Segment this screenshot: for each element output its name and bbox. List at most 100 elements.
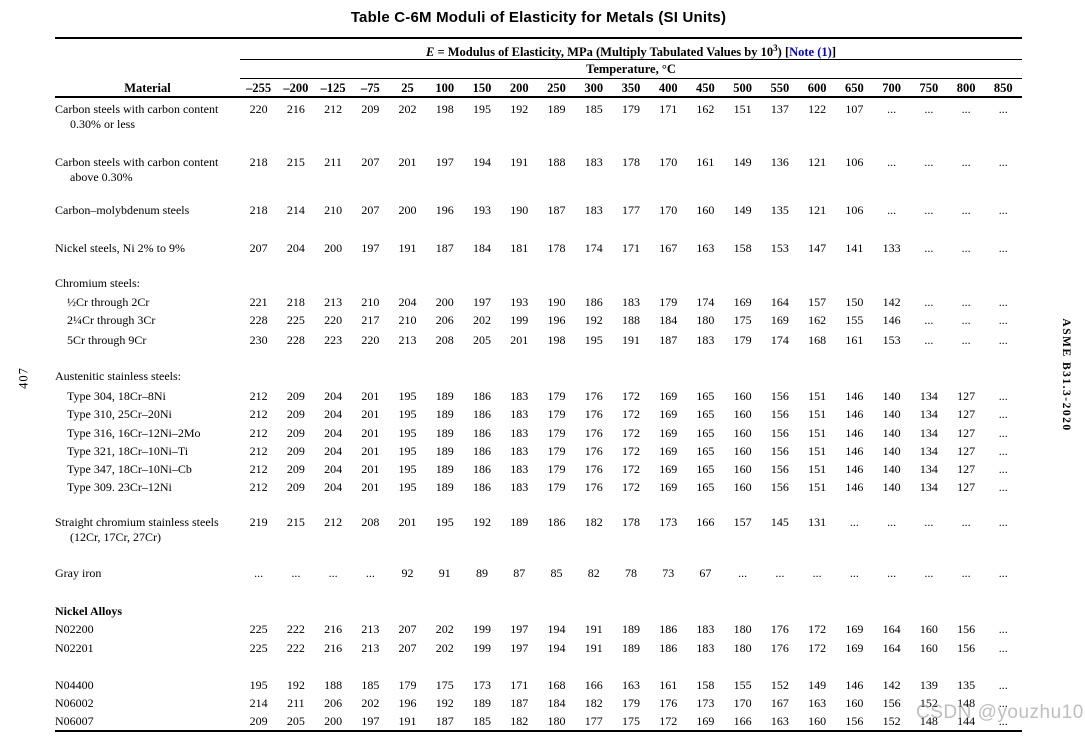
value-cell: 169: [659, 426, 678, 440]
value-cell: 183: [510, 389, 529, 403]
bracket-close: ]: [831, 45, 836, 60]
material-label: ½Cr through 2Cr: [67, 295, 150, 309]
value-cell: 186: [473, 462, 492, 476]
value-cell: 186: [659, 622, 678, 636]
temperature-column-header: 600: [807, 81, 827, 95]
exponent: 3: [773, 43, 778, 53]
table-row: Type 316, 16Cr–12Ni–2Mo 212 209 204 201 195 18…: [55, 426, 1022, 441]
value-cell: 178: [547, 241, 566, 255]
value-cell: ...: [887, 155, 897, 169]
table-row: 2¼Cr through 3Cr 228 225 220 217 210 206 202 199…: [55, 313, 1022, 328]
value-cell: 210: [398, 313, 417, 327]
value-cell: 195: [398, 480, 417, 494]
value-cell: 206: [324, 696, 343, 710]
value-cell: 135: [957, 678, 976, 692]
value-cell: 178: [621, 515, 640, 529]
temperature-column-header: –75: [360, 81, 380, 95]
value-cell: 225: [249, 641, 268, 655]
value-cell: 215: [286, 515, 305, 529]
material-label: Type 304, 18Cr–8Ni: [67, 389, 166, 403]
value-cell: 189: [473, 696, 492, 710]
value-cell: 228: [249, 313, 268, 327]
value-cell: ...: [961, 203, 971, 217]
value-cell: 191: [584, 622, 603, 636]
value-cell: 175: [435, 678, 454, 692]
value-cell: 156: [770, 389, 789, 403]
value-cell: 199: [473, 641, 492, 655]
value-cell: 161: [659, 678, 678, 692]
table-row: Type 321, 18Cr–10Ni–Ti 212 209 204 201 195 189…: [55, 444, 1022, 459]
value-cell: 178: [621, 155, 640, 169]
value-cell: 185: [584, 102, 603, 116]
temperature-column-header: –200: [283, 81, 309, 95]
value-cell: 176: [584, 426, 603, 440]
temperature-column-header: 150: [472, 81, 492, 95]
value-cell: 146: [845, 462, 864, 476]
column-header-row: Material –255 –200 –125 –75 25 100 150 200 250 30…: [55, 81, 1022, 95]
value-cell: 179: [659, 295, 678, 309]
value-cell: 196: [435, 203, 454, 217]
value-cell: 160: [733, 444, 752, 458]
value-cell: 87: [513, 566, 526, 580]
value-cell: 174: [584, 241, 603, 255]
value-cell: 212: [249, 444, 268, 458]
note-1-link[interactable]: Note (1): [789, 45, 832, 60]
value-cell: 161: [696, 155, 715, 169]
value-cell: 144: [957, 714, 976, 728]
value-cell: 189: [621, 641, 640, 655]
value-cell: 140: [882, 480, 901, 494]
value-cell: 146: [845, 389, 864, 403]
value-cell: 216: [324, 641, 343, 655]
value-cell: 218: [249, 203, 268, 217]
material-label: N06007: [55, 714, 94, 728]
table-row: Type 310, 25Cr–20Ni 212 209 204 201 195 189 186…: [55, 407, 1022, 422]
value-cell: 186: [473, 444, 492, 458]
value-cell: 127: [957, 480, 976, 494]
value-cell: ...: [924, 241, 934, 255]
value-cell: ...: [998, 515, 1008, 529]
value-cell: 179: [621, 102, 640, 116]
value-cell: 164: [882, 622, 901, 636]
value-cell: ...: [738, 566, 748, 580]
value-cell: 201: [510, 333, 529, 347]
value-cell: 186: [584, 295, 603, 309]
value-cell: 160: [808, 714, 827, 728]
table-row: N02200 225 222 216 213 207 202 199 197 194 191 189 1…: [55, 622, 1022, 637]
value-cell: 134: [919, 426, 938, 440]
temperature-column-header: 700: [882, 81, 901, 95]
value-cell: 191: [398, 714, 417, 728]
value-cell: 196: [398, 696, 417, 710]
value-cell: 192: [286, 678, 305, 692]
value-cell: ...: [961, 333, 971, 347]
table-row: Type 304, 18Cr–8Ni 212 209 204 201 195 189 186 1…: [55, 389, 1022, 404]
value-cell: 183: [584, 155, 603, 169]
value-cell: ...: [998, 333, 1008, 347]
table-row: N06007 209 205 200 197 191 187 185 182 180 177 175 1…: [55, 714, 1022, 729]
value-cell: ...: [254, 566, 264, 580]
value-cell: ...: [291, 566, 301, 580]
value-cell: ...: [849, 515, 859, 529]
value-cell: 175: [621, 714, 640, 728]
value-cell: 184: [547, 696, 566, 710]
value-cell: 202: [435, 622, 454, 636]
value-cell: 163: [696, 241, 715, 255]
value-cell: 131: [808, 515, 827, 529]
value-cell: 170: [659, 203, 678, 217]
value-cell: 187: [435, 241, 454, 255]
value-cell: 139: [919, 678, 938, 692]
value-cell: ...: [924, 333, 934, 347]
value-cell: 173: [696, 696, 715, 710]
value-cell: 174: [770, 333, 789, 347]
value-cell: 156: [770, 480, 789, 494]
value-cell: 146: [845, 407, 864, 421]
material-label: Carbon–molybdenum steels: [55, 203, 190, 217]
value-cell: 160: [733, 480, 752, 494]
value-cell: ...: [961, 566, 971, 580]
value-cell: 182: [584, 696, 603, 710]
value-cell: 89: [476, 566, 489, 580]
material-label: N02201: [55, 641, 94, 655]
value-cell: 199: [510, 313, 529, 327]
temperature-column-header: 400: [658, 81, 678, 95]
value-cell: 78: [624, 566, 637, 580]
value-cell: 213: [324, 295, 343, 309]
